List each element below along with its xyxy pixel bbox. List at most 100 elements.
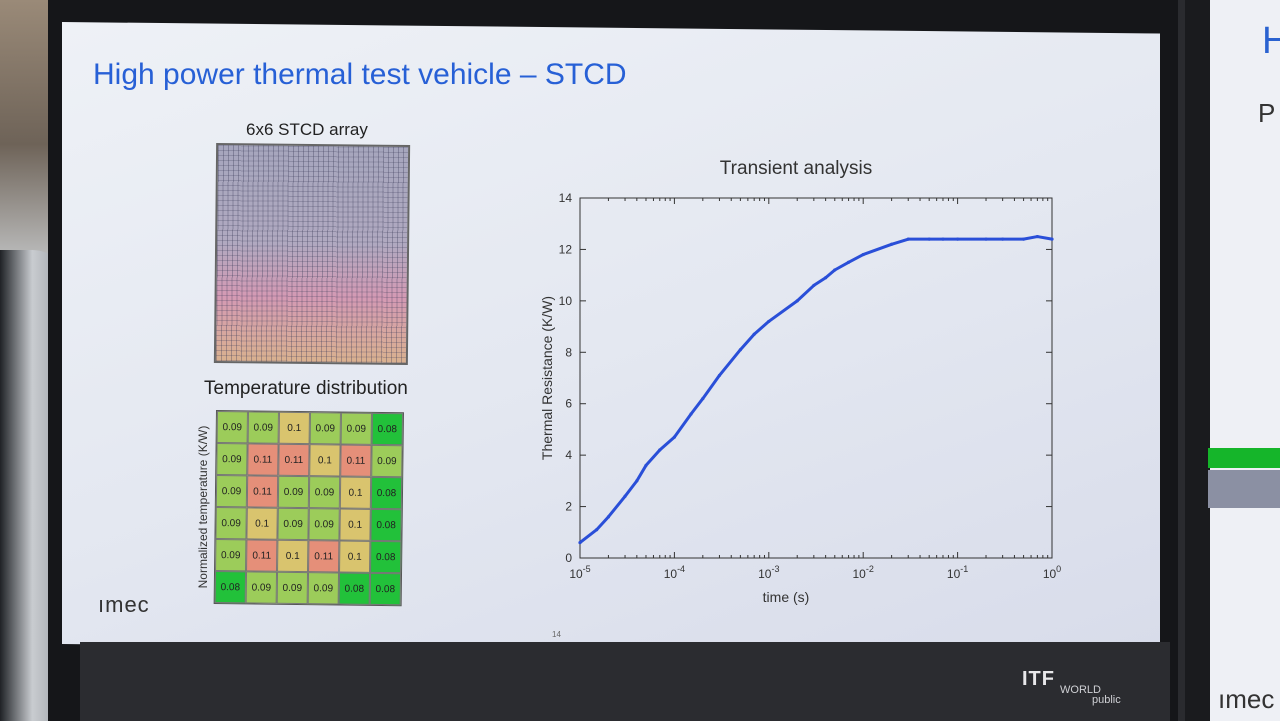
distribution-label: Temperature distribution <box>204 378 408 399</box>
data-point <box>658 448 662 452</box>
data-point <box>623 494 627 498</box>
grid-cell: 0.11 <box>340 444 372 477</box>
grid-cell: 0.09 <box>277 507 309 541</box>
grid-cell: 0.1 <box>246 507 278 540</box>
data-point <box>672 435 676 439</box>
stcd-array-image <box>213 142 411 366</box>
data-point <box>890 242 894 246</box>
grid-cell: 0.08 <box>214 571 247 604</box>
grid-cell: 0.1 <box>339 508 371 541</box>
imec-logo: ımec <box>98 592 150 617</box>
grid-cell: 0.09 <box>307 572 340 605</box>
data-point <box>717 373 722 378</box>
grid-cell: 0.11 <box>246 475 279 508</box>
y-tick-label: 0 <box>565 551 572 565</box>
data-point <box>941 237 945 241</box>
grid-cell: 0.08 <box>370 476 403 510</box>
data-point <box>606 515 611 519</box>
data-point <box>1050 237 1054 241</box>
x-axis-label: time (s) <box>763 589 810 605</box>
grid-ylabel: Normalized temperature (K/W) <box>196 425 210 589</box>
x-tick-label: 10-3 <box>758 564 779 581</box>
data-point <box>824 276 828 280</box>
grid-cell: 0.1 <box>309 444 341 477</box>
data-point <box>956 237 960 241</box>
y-tick-label: 10 <box>559 294 573 308</box>
grid-cell: 0.1 <box>278 411 310 445</box>
data-point <box>795 299 799 303</box>
data-point <box>984 237 988 241</box>
grid-cell: 0.09 <box>371 444 403 478</box>
grid-cell: 0.11 <box>247 443 279 476</box>
right-screen-green-bar <box>1208 448 1280 468</box>
data-point <box>833 268 837 272</box>
data-point <box>595 528 599 532</box>
event-brand-sub: WORLD <box>1060 684 1101 696</box>
data-point <box>578 540 582 545</box>
grid-cell: 0.08 <box>370 540 402 574</box>
right-screen-logo: ımec <box>1218 684 1275 714</box>
data-point <box>701 396 705 401</box>
monitor-stand-area <box>80 642 1170 721</box>
data-point <box>1035 234 1039 239</box>
grid-cell: 0.09 <box>215 539 247 572</box>
y-tick-label: 4 <box>565 448 572 462</box>
grid-cell: 0.1 <box>339 476 372 509</box>
y-tick-label: 6 <box>565 397 572 411</box>
series-line <box>579 235 1053 544</box>
data-point <box>644 463 648 468</box>
grid-cell: 0.1 <box>339 540 371 573</box>
event-brand-logo: ITF <box>1022 668 1055 690</box>
x-tick-label: 10-1 <box>947 564 968 581</box>
page-number: 14 <box>552 630 561 639</box>
plot-frame <box>579 197 1053 559</box>
grid-cell: 0.08 <box>338 572 371 605</box>
x-tick-label: 10-4 <box>664 564 685 581</box>
data-point <box>635 479 639 483</box>
grid-cell: 0.09 <box>309 412 341 445</box>
grid-cell: 0.08 <box>371 412 403 446</box>
transient-chart: Transient analysis 0 2 4 6 8 10 12 14 10-5 10-4 10-… <box>539 158 1061 605</box>
temperature-grid: 0.09 0.09 0.1 0.09 0.09 0.08 0.09 0.11 0.11 0.1 0.… <box>213 410 404 607</box>
y-tick-label: 8 <box>565 345 572 359</box>
data-point <box>927 237 931 241</box>
data-point <box>861 252 865 257</box>
grid-cell: 0.09 <box>276 571 309 605</box>
right-screen-gray-bar <box>1208 470 1280 508</box>
y-tick-label: 14 <box>559 191 573 205</box>
grid-cell: 0.11 <box>278 443 310 477</box>
grid-cell: 0.09 <box>245 571 278 604</box>
right-screen-title: H <box>1262 20 1280 62</box>
array-label: 6x6 STCD array <box>246 120 368 139</box>
x-tick-label: 10-2 <box>853 564 874 581</box>
chart-title: Transient analysis <box>720 158 872 179</box>
data-point <box>689 412 693 416</box>
x-tick-label: 100 <box>1043 564 1061 581</box>
data-point <box>846 260 851 264</box>
data-point <box>752 332 756 336</box>
y-tick-label: 12 <box>559 242 573 256</box>
right-screen <box>1210 0 1280 721</box>
x-tick-label: 10-5 <box>569 564 590 581</box>
grid-cell: 0.09 <box>247 411 279 444</box>
grid-cell: 0.09 <box>308 476 341 509</box>
right-screen-subtitle: P <box>1258 98 1276 128</box>
grid-cell: 0.09 <box>340 412 372 445</box>
grid-cell: 0.09 <box>277 475 310 509</box>
y-axis-label: Thermal Resistance (K/W) <box>539 296 555 460</box>
grid-cell: 0.11 <box>246 539 278 572</box>
event-brand-sub2: public <box>1092 694 1121 706</box>
grid-cell: 0.09 <box>215 475 248 508</box>
grid-cell: 0.09 <box>216 411 248 444</box>
grid-cell: 0.09 <box>216 443 248 476</box>
y-tick-label: 2 <box>565 500 572 514</box>
grid-cell: 0.11 <box>308 540 340 573</box>
data-point <box>906 237 910 241</box>
grid-cell: 0.08 <box>370 508 402 542</box>
data-point <box>1021 237 1026 241</box>
grid-cell: 0.09 <box>215 507 247 540</box>
grid-cell: 0.09 <box>308 508 340 541</box>
grid-cell: 0.08 <box>369 572 402 606</box>
data-point <box>1001 237 1005 241</box>
slide-title: High power thermal test vehicle – STCD <box>93 58 627 91</box>
